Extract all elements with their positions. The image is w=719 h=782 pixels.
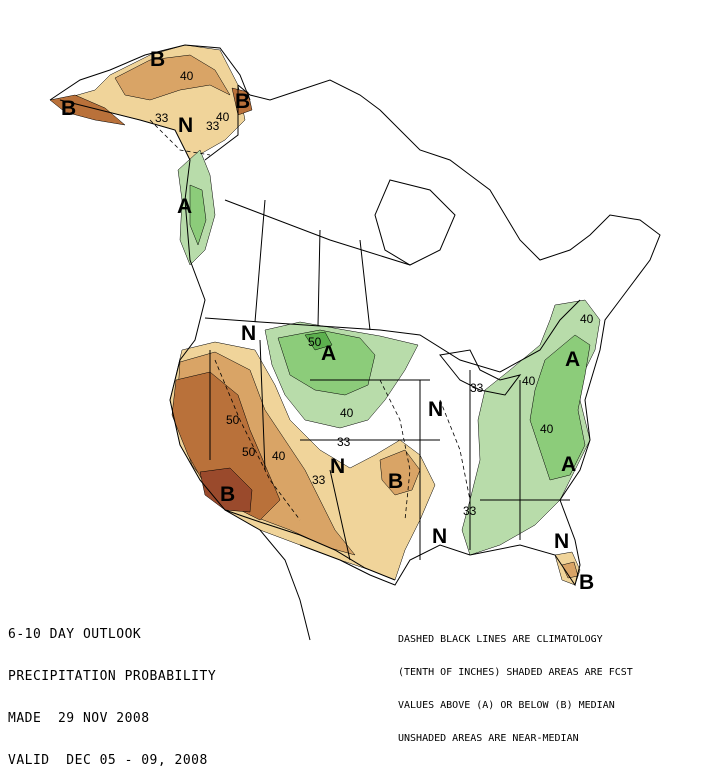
alaska-b-east-label: B bbox=[235, 90, 250, 113]
us-mexico-border bbox=[224, 509, 396, 581]
climatology-line-alaska bbox=[149, 119, 211, 156]
contour-labels: 40 33 33 40 50 40 50 50 40 33 33 33 40 4… bbox=[155, 69, 594, 518]
alaska-canada-border bbox=[204, 85, 239, 161]
contour-label: 40 bbox=[272, 449, 286, 463]
legend-line: (TENTH OF INCHES) SHADED AREAS ARE FCST bbox=[398, 667, 633, 678]
pacific-nw-a-label: A bbox=[177, 195, 192, 218]
pacific-nw-above-40-area bbox=[189, 184, 207, 246]
legend-line: VALUES ABOVE (A) OR BELOW (B) MEDIAN bbox=[398, 700, 615, 711]
central-n-label: N bbox=[330, 455, 345, 478]
contour-label: 50 bbox=[308, 335, 322, 349]
contour-label: 33 bbox=[206, 119, 220, 133]
southeast-a-label: A bbox=[561, 453, 576, 476]
florida-b-label: B bbox=[579, 571, 594, 594]
alaska-below-50-east bbox=[231, 87, 253, 116]
outlook-made-date: MADE 29 NOV 2008 bbox=[8, 711, 150, 726]
contour-label: 33 bbox=[470, 381, 484, 395]
southwest-below-60-area bbox=[199, 467, 253, 513]
legend-line: DASHED BLACK LINES ARE CLIMATOLOGY bbox=[398, 634, 603, 645]
contour-label: 40 bbox=[216, 110, 230, 124]
outlook-map: B B B N A N A N N B B N A A N B 40 33 33… bbox=[49, 44, 661, 641]
alaska-below-40-area bbox=[114, 54, 231, 101]
contour-label: 50 bbox=[226, 413, 240, 427]
contour-label: 40 bbox=[522, 374, 536, 388]
outlook-valid-dates: VALID DEC 05 - 09, 2008 bbox=[8, 753, 208, 768]
contour-label: 33 bbox=[463, 504, 477, 518]
hudson-bay-outline bbox=[374, 179, 456, 266]
climatology-line-central bbox=[379, 379, 411, 521]
contour-label: 33 bbox=[155, 111, 169, 125]
outlook-title: 6-10 DAY OUTLOOK bbox=[8, 627, 142, 642]
great-lakes-outline bbox=[439, 349, 522, 396]
us-state-lines bbox=[209, 339, 570, 561]
northern-plains-above-50-area bbox=[304, 331, 333, 351]
florida-n-label: N bbox=[554, 530, 569, 553]
south-plains-below-40-area bbox=[379, 449, 421, 496]
northern-plains-a-label: A bbox=[321, 342, 336, 365]
contour-label: 40 bbox=[340, 406, 354, 420]
outlook-subtitle: PRECIPITATION PROBABILITY bbox=[8, 669, 217, 684]
gulf-n-label: N bbox=[432, 525, 447, 548]
canada-province-lines bbox=[224, 199, 411, 331]
outlook-info: 6-10 DAY OUTLOOK PRECIPITATION PROBABILI… bbox=[8, 600, 216, 782]
shaded-areas bbox=[49, 44, 601, 586]
alaska-b-west-label: B bbox=[61, 97, 76, 120]
contour-label: 40 bbox=[180, 69, 194, 83]
contour-label: 50 bbox=[242, 445, 256, 459]
alaska-b-north-label: B bbox=[150, 48, 165, 71]
alaska-n-label: N bbox=[178, 114, 193, 137]
contour-label: 33 bbox=[312, 473, 326, 487]
climatology-line-west bbox=[214, 359, 301, 521]
contour-label: 40 bbox=[580, 312, 594, 326]
northwest-n-label: N bbox=[241, 322, 256, 345]
climatology-line-east bbox=[439, 399, 471, 501]
region-labels: B B B N A N A N N B B N A A N B bbox=[61, 48, 594, 594]
north-america-coastline bbox=[59, 79, 661, 641]
southwest-b-label: B bbox=[220, 483, 235, 506]
legend-note: DASHED BLACK LINES ARE CLIMATOLOGY (TENT… bbox=[398, 612, 633, 755]
northeast-a-label: A bbox=[565, 348, 580, 371]
florida-below-40-area bbox=[561, 561, 579, 579]
contour-label: 33 bbox=[337, 435, 351, 449]
northern-plains-above-40-area bbox=[277, 329, 376, 396]
alaska-coastline bbox=[49, 44, 251, 101]
southwest-below-50-area bbox=[171, 371, 281, 521]
canada-us-border bbox=[204, 299, 581, 373]
south-plains-b-label: B bbox=[388, 470, 403, 493]
legend-line: UNSHADED AREAS ARE NEAR-MEDIAN bbox=[398, 733, 579, 744]
great-lakes-n-label: N bbox=[428, 398, 443, 421]
contour-label: 40 bbox=[540, 422, 554, 436]
map-outlines bbox=[49, 44, 661, 641]
eastern-above-40-area bbox=[529, 334, 591, 481]
climatology-lines bbox=[149, 119, 471, 521]
